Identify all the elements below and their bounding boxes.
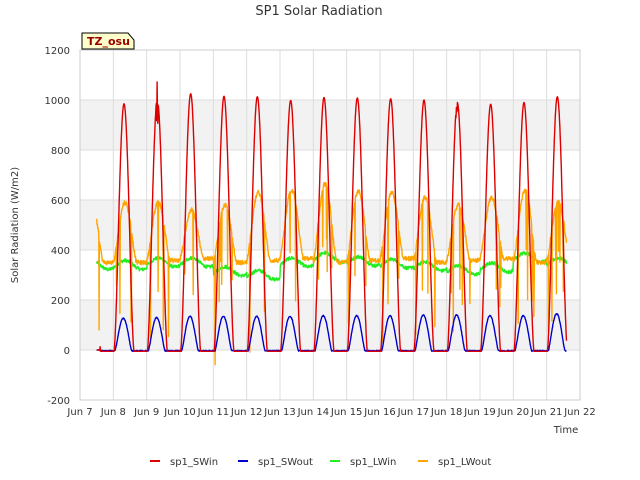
tag-label: TZ_osu: [87, 35, 130, 48]
x-tick-label: Jun 20: [497, 407, 530, 418]
x-tick-label: Jun 17: [397, 407, 430, 418]
x-tick-label: Jun 13: [263, 407, 296, 418]
legend-label-sp1_SWin: sp1_SWin: [170, 457, 218, 468]
x-tick-label: Jun 7: [66, 407, 92, 418]
y-tick-label: 200: [51, 296, 70, 307]
x-tick-label: Jun 22: [563, 407, 596, 418]
x-axis-ticks: Jun 7 Jun 8 Jun 9 Jun 10 Jun 11 Jun 12 Jun 13 J…: [66, 407, 595, 418]
x-tick-label: Jun 15: [330, 407, 363, 418]
x-tick-label: Jun 14: [297, 407, 330, 418]
x-tick-label: Jun 16: [363, 407, 396, 418]
series-layer: [96, 81, 568, 366]
y-tick-label: 1000: [45, 96, 70, 107]
x-tick-label: Jun 11: [197, 407, 230, 418]
x-tick-label: Jun 10: [163, 407, 196, 418]
series-line-sp1_LWout: [96, 181, 568, 366]
series-line-sp1_SWin: [96, 81, 568, 352]
x-tick-label: Jun 12: [230, 407, 263, 418]
legend-label-sp1_SWout: sp1_SWout: [258, 457, 313, 468]
plot-border: [79, 49, 581, 401]
y-tick-label: 1200: [45, 46, 70, 57]
tag-box: TZ_osu: [81, 32, 135, 50]
y-tick-label: 800: [51, 146, 70, 157]
x-tick-label: Jun 18: [430, 407, 463, 418]
gridlines: [79, 49, 581, 401]
x-tick-label: Jun 9: [133, 407, 159, 418]
tag-box-shape: [81, 32, 135, 50]
grid-band: [80, 100, 580, 150]
legend: sp1_SWin sp1_SWout sp1_LWin sp1_LWout: [150, 457, 491, 468]
legend-label-sp1_LWout: sp1_LWout: [438, 457, 491, 468]
y-tick-label: -200: [47, 396, 70, 407]
x-axis-title: Time: [553, 425, 578, 436]
legend-label-sp1_LWin: sp1_LWin: [350, 457, 396, 468]
x-tick-label: Jun 21: [530, 407, 563, 418]
x-tick-label: Jun 8: [100, 407, 126, 418]
y-axis-title: Solar Radiation (W/m2): [10, 167, 21, 283]
x-tick-label: Jun 19: [463, 407, 496, 418]
chart-title: SP1 Solar Radiation: [255, 4, 382, 19]
y-tick-label: 0: [64, 346, 70, 357]
y-tick-label: 600: [51, 196, 70, 207]
y-axis-ticks: -200 0 200 400 600 800 1000 1200: [45, 46, 70, 407]
y-tick-label: 400: [51, 246, 70, 257]
